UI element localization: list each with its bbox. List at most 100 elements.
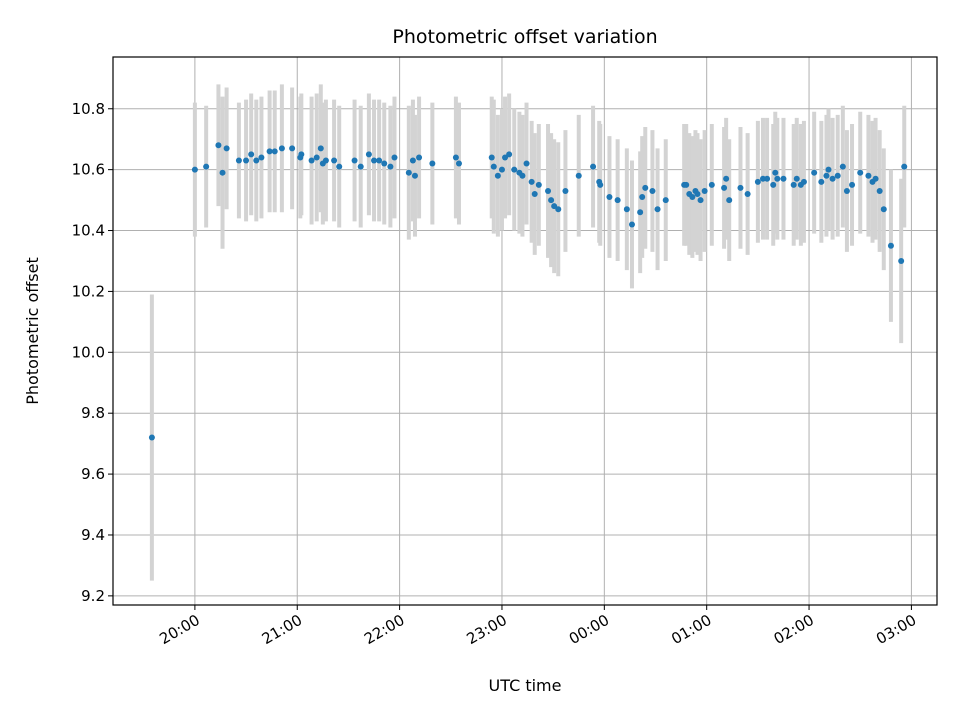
data-point xyxy=(790,181,797,188)
data-point xyxy=(872,175,879,182)
data-point xyxy=(774,175,781,182)
data-point xyxy=(258,154,265,161)
y-tick-label: 10.4 xyxy=(72,222,105,240)
data-point xyxy=(649,187,656,194)
data-point xyxy=(387,163,394,170)
data-point xyxy=(614,197,621,204)
data-point xyxy=(701,187,708,194)
data-point xyxy=(694,191,701,197)
data-point xyxy=(502,154,509,161)
data-point xyxy=(548,197,555,204)
data-point xyxy=(555,206,562,213)
data-point xyxy=(223,145,230,152)
data-point xyxy=(376,157,383,164)
data-point xyxy=(800,178,807,185)
data-point xyxy=(308,157,315,164)
data-point xyxy=(770,181,777,188)
data-point xyxy=(723,175,730,182)
data-point xyxy=(623,206,630,213)
data-point xyxy=(849,181,856,188)
data-point xyxy=(506,151,513,158)
data-point xyxy=(683,181,690,188)
data-point xyxy=(721,184,728,191)
data-point xyxy=(289,145,296,152)
data-point xyxy=(235,157,242,164)
data-point xyxy=(697,197,704,204)
data-point xyxy=(575,172,582,179)
data-point xyxy=(488,154,495,161)
data-point xyxy=(490,163,497,170)
data-point xyxy=(535,181,542,188)
data-point xyxy=(606,194,613,201)
data-point xyxy=(215,142,222,149)
data-point xyxy=(780,175,787,182)
data-point xyxy=(381,160,388,167)
data-point xyxy=(253,157,260,164)
data-point xyxy=(203,163,210,170)
data-points xyxy=(148,142,908,441)
data-point xyxy=(823,172,830,179)
data-point xyxy=(737,184,744,191)
data-point xyxy=(452,154,459,161)
data-point xyxy=(880,206,887,213)
y-tick-label: 10.6 xyxy=(72,161,105,179)
data-point xyxy=(498,166,505,173)
data-point xyxy=(857,169,864,176)
data-point xyxy=(271,148,278,155)
data-point xyxy=(818,178,825,185)
x-axis-label: UTC time xyxy=(489,676,562,695)
data-point xyxy=(834,172,841,179)
data-point xyxy=(278,145,285,152)
data-point xyxy=(793,175,800,182)
data-point xyxy=(266,148,273,155)
data-point xyxy=(754,178,761,185)
data-point xyxy=(662,197,669,204)
data-point xyxy=(416,154,423,161)
data-point xyxy=(248,151,255,158)
y-tick-label: 10.8 xyxy=(72,100,105,118)
data-point xyxy=(628,221,635,228)
data-point xyxy=(642,184,649,191)
data-point xyxy=(494,172,501,179)
data-point xyxy=(336,163,343,170)
data-point xyxy=(322,157,329,164)
data-point xyxy=(409,157,416,164)
data-point xyxy=(317,145,324,152)
data-point xyxy=(865,172,872,179)
data-point xyxy=(148,434,155,441)
data-point xyxy=(351,157,358,164)
data-point xyxy=(726,197,733,204)
data-point xyxy=(365,151,372,158)
data-point xyxy=(219,169,226,176)
data-point xyxy=(772,169,779,176)
data-point xyxy=(597,181,604,188)
data-point xyxy=(839,163,846,170)
data-point xyxy=(357,163,364,170)
data-point xyxy=(562,187,569,194)
data-point xyxy=(411,172,418,179)
data-point xyxy=(429,160,436,167)
y-tick-label: 9.4 xyxy=(81,526,105,544)
data-point xyxy=(811,169,818,176)
y-tick-label: 10.0 xyxy=(72,343,105,361)
data-point xyxy=(371,157,378,164)
data-point xyxy=(405,169,412,176)
data-point xyxy=(887,242,894,249)
data-point xyxy=(590,163,597,170)
data-point xyxy=(876,187,883,194)
chart-title: Photometric offset variation xyxy=(392,26,657,48)
data-point xyxy=(901,163,908,170)
data-point xyxy=(843,187,850,194)
data-point xyxy=(243,157,250,164)
data-point xyxy=(639,194,646,201)
data-point xyxy=(391,154,398,161)
plot-frame xyxy=(112,56,938,606)
y-tick-label: 9.2 xyxy=(81,587,105,605)
data-point xyxy=(519,172,526,179)
data-point xyxy=(825,166,832,173)
data-point xyxy=(898,257,905,264)
data-point xyxy=(455,160,462,167)
data-point xyxy=(829,175,836,182)
